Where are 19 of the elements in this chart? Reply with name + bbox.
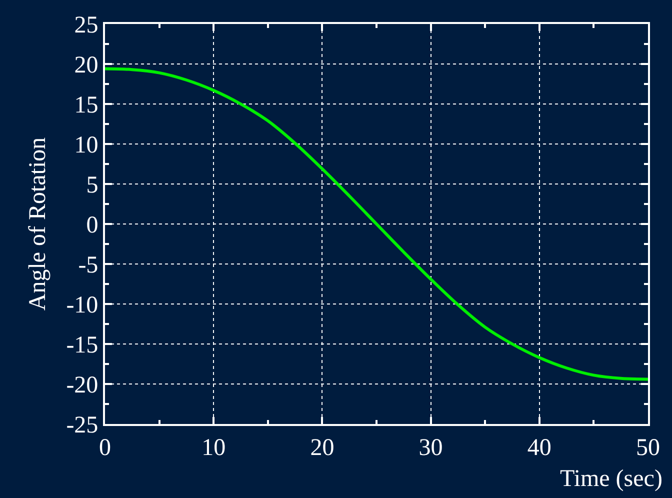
y-tick-label: -5 [78,252,98,278]
y-tick-label: 25 [74,12,98,38]
y-tick-label: 20 [74,52,98,78]
x-tick-label: 40 [527,434,552,461]
x-tick-label: 30 [418,434,443,461]
x-tick-label: 10 [202,434,226,461]
y-tick-label: -10 [66,292,98,318]
x-axis-title: Time (sec) [560,466,662,492]
line-series [105,67,648,381]
y-tick-label: -20 [66,372,98,398]
x-tick-label: 20 [310,434,334,461]
y-axis-title: Angle of Rotation [24,137,51,311]
y-tick-label: 15 [74,92,98,118]
y-tick-label: -25 [66,412,98,438]
y-tick-label: 0 [86,212,98,238]
y-tick-label: 10 [74,132,98,158]
x-tick-label: 50 [636,434,660,461]
y-tick-label: -15 [66,332,98,358]
y-tick-label: 5 [86,172,98,198]
